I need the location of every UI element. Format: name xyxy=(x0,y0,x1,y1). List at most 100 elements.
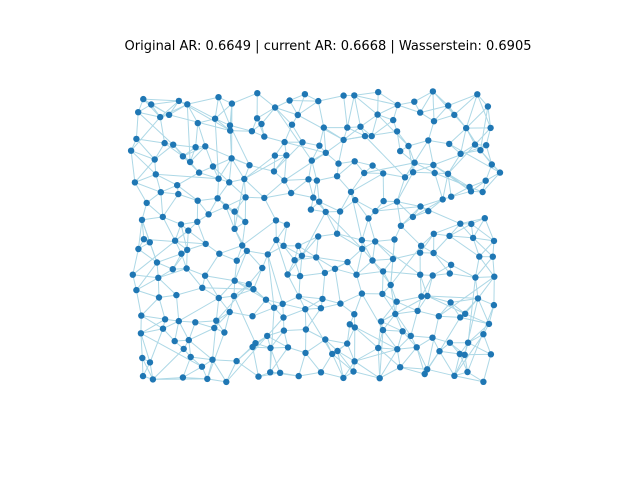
graph-edge xyxy=(298,276,301,297)
graph-edge xyxy=(427,295,479,299)
graph-node xyxy=(230,292,238,300)
graph-node xyxy=(336,208,344,215)
graph-edge xyxy=(186,230,189,250)
graph-node xyxy=(380,197,387,205)
graph-edge xyxy=(325,339,348,345)
graph-edge xyxy=(339,191,352,212)
graph-edge xyxy=(447,144,476,175)
graph-edge xyxy=(427,140,434,166)
graph-node xyxy=(397,364,404,371)
graph-edge xyxy=(427,295,466,315)
graph-node xyxy=(133,286,140,294)
graph-edge xyxy=(433,235,450,254)
graph-edge xyxy=(283,155,287,181)
graph-edge xyxy=(304,308,333,355)
graph-node xyxy=(170,141,177,148)
graph-node xyxy=(317,305,325,312)
graph-edge xyxy=(325,139,344,154)
graph-edge xyxy=(273,154,287,172)
graph-edge xyxy=(162,216,176,241)
graph-node xyxy=(359,245,366,252)
graph-node xyxy=(331,265,339,272)
graph-edge xyxy=(305,307,322,330)
graph-node xyxy=(351,358,358,365)
graph-node xyxy=(288,121,296,128)
graph-edge xyxy=(487,106,492,128)
graph-node xyxy=(250,286,257,293)
graph-node xyxy=(286,97,293,104)
graph-edge xyxy=(460,316,490,325)
graph-edge xyxy=(175,295,180,322)
graph-node xyxy=(226,308,233,316)
graph-edge xyxy=(438,276,495,317)
graph-node xyxy=(430,249,437,257)
graph-edge xyxy=(135,262,158,291)
graph-node xyxy=(135,109,142,116)
node-layer xyxy=(127,88,504,386)
graph-edge xyxy=(290,178,309,194)
graph-node xyxy=(379,268,387,275)
graph-node xyxy=(302,326,310,333)
graph-node xyxy=(171,237,179,244)
graph-edge xyxy=(311,160,318,181)
graph-edge xyxy=(336,160,356,177)
graph-edge xyxy=(404,140,429,178)
graph-edge xyxy=(160,192,164,217)
graph-node xyxy=(184,246,191,254)
graph-edge xyxy=(346,95,355,128)
graph-edge xyxy=(449,223,472,237)
graph-edge xyxy=(215,283,250,322)
graph-edge xyxy=(449,235,474,239)
graph-node xyxy=(446,270,453,277)
graph-node xyxy=(487,124,494,132)
graph-node xyxy=(294,111,301,119)
graph-edge xyxy=(408,139,429,147)
graph-node xyxy=(295,293,303,300)
graph-edge xyxy=(419,274,422,297)
graph-edge xyxy=(197,197,218,202)
graph-edge xyxy=(433,164,472,192)
graph-edge xyxy=(229,311,253,317)
graph-node xyxy=(401,174,409,181)
graph-edge xyxy=(460,217,485,225)
graph-node xyxy=(467,188,475,195)
graph-node xyxy=(413,344,420,351)
graph-node xyxy=(340,374,347,382)
graph-edge xyxy=(264,192,292,199)
graph-edge xyxy=(266,317,284,337)
graph-edge xyxy=(230,130,252,132)
graph-edge xyxy=(474,256,480,278)
graph-edge xyxy=(402,330,418,348)
graph-node xyxy=(199,284,206,291)
graph-node xyxy=(439,196,446,203)
graph-edge xyxy=(342,361,356,379)
graph-edge xyxy=(146,202,164,218)
graph-edge xyxy=(383,172,406,178)
graph-node xyxy=(241,175,248,183)
graph-node xyxy=(430,118,438,125)
graph-node xyxy=(409,169,417,176)
graph-edge xyxy=(474,277,479,299)
graph-node xyxy=(391,236,398,243)
graph-node xyxy=(457,314,464,321)
graph-node xyxy=(369,162,376,169)
graph-node xyxy=(133,135,140,143)
graph-edge xyxy=(448,127,467,145)
graph-node xyxy=(397,222,405,229)
graph-edge xyxy=(284,141,326,154)
graph-node xyxy=(369,257,376,264)
graph-edge xyxy=(464,353,491,356)
graph-edge xyxy=(354,360,380,379)
graph-edge xyxy=(396,171,414,202)
graph-edge xyxy=(377,104,398,116)
graph-node xyxy=(351,92,358,99)
graph-edge xyxy=(298,245,317,258)
graph-edge xyxy=(377,92,379,115)
graph-node xyxy=(483,142,490,149)
graph-edge xyxy=(320,353,333,373)
graph-edge xyxy=(304,309,307,330)
graph-node xyxy=(249,313,256,320)
graph-node xyxy=(322,149,329,156)
graph-node xyxy=(175,97,183,105)
graph-node xyxy=(298,252,306,259)
